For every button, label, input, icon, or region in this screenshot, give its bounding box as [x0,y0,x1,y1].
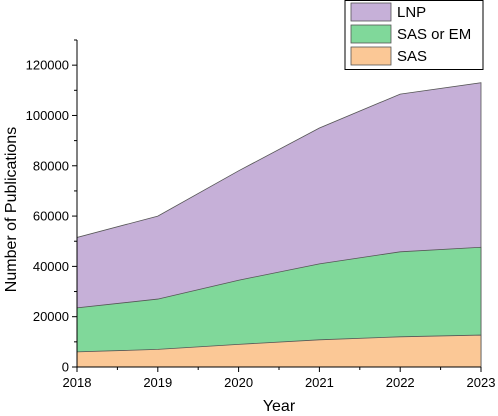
y-tick-label: 20000 [33,309,69,324]
y-tick-label: 100000 [26,108,69,123]
y-tick-label: 0 [62,360,69,375]
y-tick-label: 40000 [33,259,69,274]
x-tick-label: 2023 [467,375,496,390]
x-tick-label: 2022 [386,375,415,390]
legend-label: SAS [397,48,427,65]
y-tick-label: 80000 [33,158,69,173]
area-series-group [76,82,482,368]
legend-label: LNP [397,4,426,21]
area-series-sas-or-em [76,246,482,368]
y-tick-label: 60000 [33,209,69,224]
legend-swatch [350,2,392,22]
x-ticks-group: 2018 2019 2020 2021 2022 2023 [63,367,496,390]
y-ticks-group: 0 20000 40000 60000 80000 100000 120000 [26,39,77,375]
y-axis-title: Number of Publications [3,127,20,292]
x-tick-label: 2019 [143,375,172,390]
x-tick-label: 2018 [63,375,92,390]
x-tick-label: 2021 [305,375,334,390]
x-axis-title: Year [263,398,296,415]
area-series-sas [76,334,482,368]
legend-label: SAS or EM [397,26,471,43]
legend: LNP SAS or EM SAS [344,0,484,70]
legend-swatch [350,24,392,44]
y-tick-label: 120000 [26,58,69,73]
x-tick-label: 2020 [224,375,253,390]
legend-swatch [350,46,392,66]
